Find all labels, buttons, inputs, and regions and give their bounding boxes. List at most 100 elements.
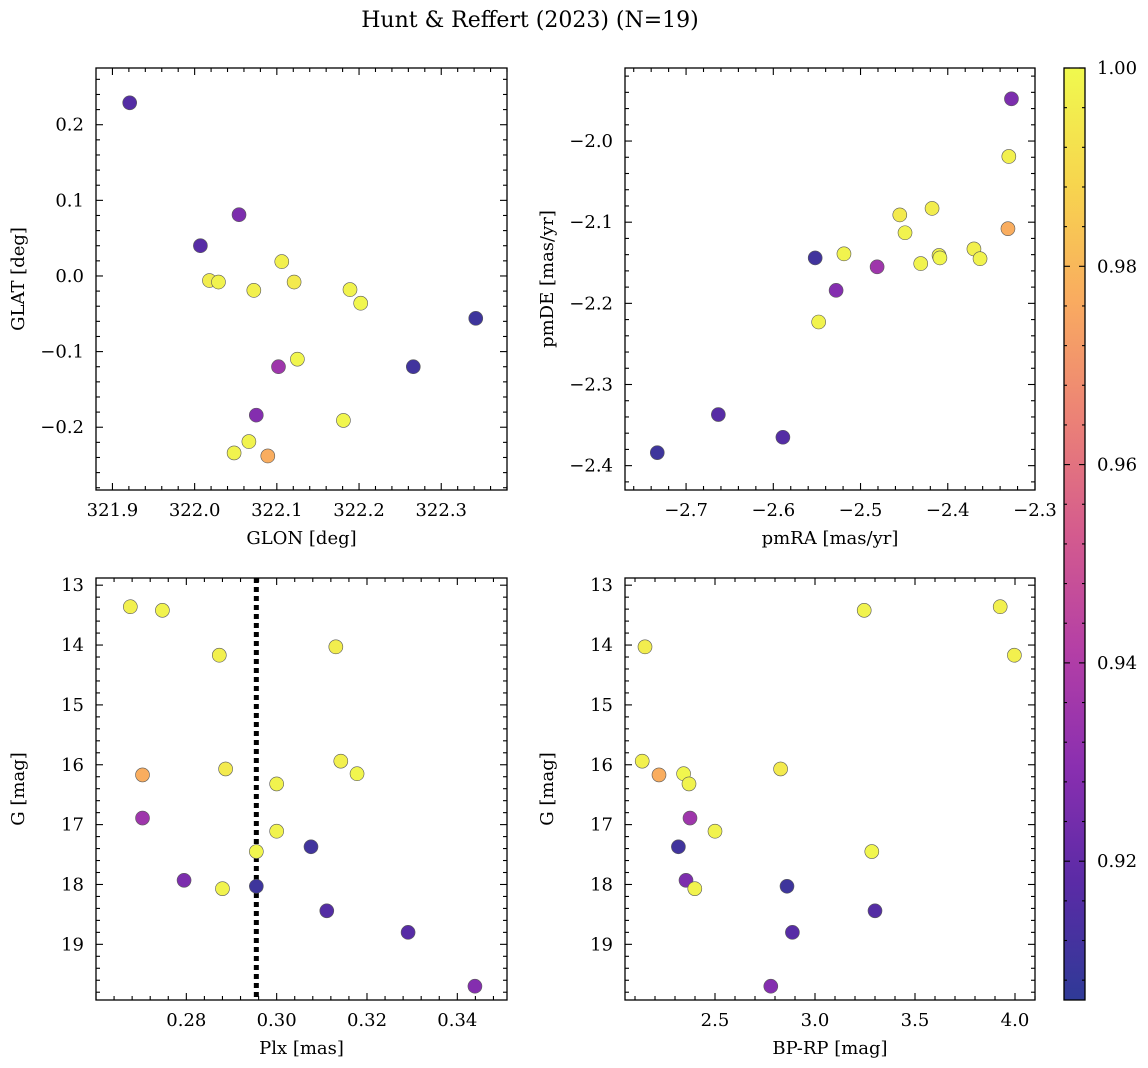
- data-point: [687, 881, 703, 896]
- data-point: [867, 903, 883, 919]
- data-point: [836, 246, 852, 262]
- data-point: [1007, 647, 1022, 663]
- y-tick-label: 13: [61, 575, 84, 596]
- data-point: [405, 359, 421, 375]
- data-point: [634, 753, 650, 769]
- data-point: [932, 250, 948, 266]
- y-tick-label: 15: [590, 695, 613, 716]
- data-point: [193, 238, 208, 254]
- y-tick-label: 15: [61, 695, 84, 716]
- data-point: [869, 259, 885, 275]
- colorbar: 0.92 0.94 0.96 0.98 1.00: [1063, 58, 1137, 1001]
- data-point: [651, 767, 667, 783]
- x-axis-label: pmRA [mas/yr]: [762, 528, 899, 549]
- plot-frame: [95, 67, 508, 491]
- x-tick-label: 322.1: [251, 500, 303, 521]
- data-point: [218, 761, 233, 777]
- data-point: [400, 925, 416, 940]
- data-point: [246, 283, 262, 298]
- data-point: [328, 639, 344, 655]
- data-point: [972, 251, 988, 267]
- data-point: [260, 448, 276, 464]
- x-axis-label: GLON [deg]: [246, 528, 356, 549]
- data-point: [333, 753, 349, 769]
- data-point: [913, 256, 929, 271]
- colorbar-tick-label: 0.94: [1097, 653, 1137, 674]
- y-tick-label: 14: [61, 635, 84, 656]
- data-point: [671, 839, 686, 855]
- y-tick-label: −0.1: [40, 342, 84, 363]
- y-tick-label: 17: [590, 815, 613, 836]
- data-point: [231, 207, 247, 223]
- x-axis-label: Plx [mas]: [259, 1038, 344, 1059]
- x-axis-label: BP-RP [mag]: [772, 1038, 887, 1059]
- y-axis-label: G [mag]: [537, 752, 558, 825]
- data-point: [681, 776, 697, 792]
- data-point: [249, 878, 264, 894]
- data-point: [711, 407, 726, 422]
- data-point: [274, 254, 290, 269]
- data-point: [319, 903, 335, 919]
- x-tick-label: 2.5: [701, 1010, 730, 1031]
- data-point: [122, 95, 138, 111]
- y-tick-label: 18: [590, 874, 613, 895]
- panel-2: −2.7 −2.6 −2.5 −2.4 −2.3 −2.4 −2.3 −2.2 −2.1 −2.0…: [537, 67, 1057, 549]
- x-tick-label: 322.3: [415, 500, 467, 521]
- x-tick-label: 322.0: [169, 500, 221, 521]
- data-point: [271, 359, 286, 375]
- data-point: [682, 810, 698, 826]
- x-tick-label: 0.34: [437, 1010, 477, 1031]
- data-point: [349, 766, 365, 782]
- y-tick-label: 17: [61, 815, 84, 836]
- panel-4: 2.5 3.0 3.5 4.0 13 14 15 16 17 18 19 BP-RP [mag] G […: [537, 575, 1036, 1059]
- y-axis-label: G [mag]: [8, 752, 29, 825]
- data-point: [290, 351, 305, 367]
- x-tick-label: 3.0: [801, 1010, 830, 1031]
- data-point: [637, 639, 653, 655]
- y-tick-label: 19: [590, 934, 613, 955]
- data-point: [779, 878, 795, 894]
- data-point: [336, 413, 351, 428]
- y-axis-label: GLAT [deg]: [8, 227, 29, 331]
- data-point: [176, 872, 192, 888]
- panel-1: 321.9 322.0 322.1 322.2 322.3 −0.2 −0.1 0.0 0.1 0…: [8, 67, 508, 549]
- data-point: [468, 311, 484, 326]
- y-tick-label: −2.1: [569, 212, 613, 233]
- colorbar-tick-label: 0.98: [1097, 256, 1137, 277]
- data-point: [649, 445, 665, 460]
- data-point: [892, 207, 908, 223]
- colorbar-frame: [1063, 67, 1086, 1001]
- data-point: [342, 282, 358, 297]
- y-tick-label: −2.3: [569, 375, 613, 396]
- x-tick-label: −2.4: [926, 500, 970, 521]
- data-point: [1004, 91, 1019, 107]
- data-point: [269, 823, 284, 839]
- data-point: [269, 776, 284, 792]
- y-tick-label: 16: [590, 755, 613, 776]
- data-point: [1000, 221, 1016, 236]
- y-tick-label: 16: [61, 755, 84, 776]
- x-tick-label: 0.30: [257, 1010, 297, 1031]
- data-point: [212, 647, 227, 663]
- data-point: [773, 761, 788, 777]
- y-tick-label: 0.0: [55, 266, 84, 287]
- data-point: [785, 925, 800, 940]
- colorbar-tick-label: 0.96: [1097, 455, 1137, 476]
- data-point: [828, 283, 844, 298]
- x-tick-label: −2.3: [1013, 500, 1057, 521]
- data-point: [303, 839, 319, 855]
- colorbar-tick-label: 0.92: [1097, 851, 1137, 872]
- y-tick-label: 14: [590, 635, 613, 656]
- data-point: [856, 603, 872, 618]
- data-point: [897, 225, 913, 241]
- x-tick-label: 322.2: [333, 500, 385, 521]
- y-tick-label: −2.0: [569, 131, 613, 152]
- y-tick-label: 13: [590, 575, 613, 596]
- y-tick-label: 19: [61, 934, 84, 955]
- y-axis-label: pmDE [mas/yr]: [537, 210, 558, 348]
- data-point: [248, 407, 264, 423]
- y-tick-label: 0.1: [55, 190, 84, 211]
- figure-title: Hunt & Reffert (2023) (N=19): [361, 8, 699, 33]
- x-tick-label: 0.28: [166, 1010, 206, 1031]
- data-point: [811, 314, 826, 330]
